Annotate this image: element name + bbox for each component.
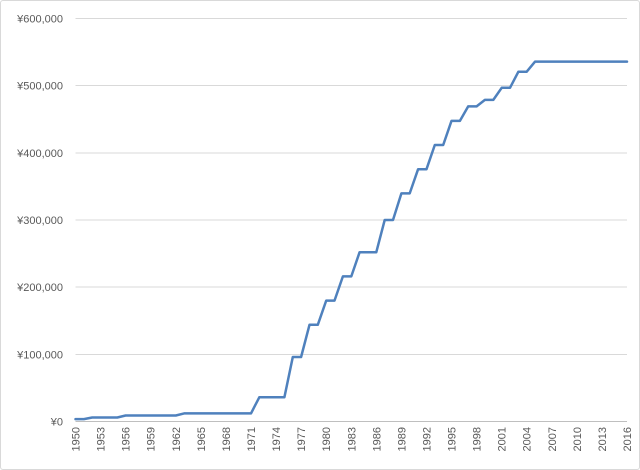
x-axis-tick-label: 1971 bbox=[246, 427, 258, 451]
x-axis-tick-label: 1968 bbox=[221, 427, 233, 451]
x-axis-tick-label: 1977 bbox=[296, 427, 308, 451]
x-axis-tick-label: 2001 bbox=[497, 427, 509, 451]
x-axis-tick-label: 1995 bbox=[447, 427, 459, 451]
y-axis-tick-label: ¥600,000 bbox=[16, 14, 63, 26]
x-axis-tick-label: 1953 bbox=[96, 427, 108, 451]
x-axis-tick-label: 1986 bbox=[371, 427, 383, 451]
x-axis-tick-label: 2010 bbox=[572, 427, 584, 451]
x-axis-tick-label: 1998 bbox=[472, 427, 484, 451]
x-axis-tick-label: 2013 bbox=[597, 427, 609, 451]
y-axis-tick-label: ¥400,000 bbox=[16, 148, 63, 160]
data-series-line bbox=[74, 60, 629, 421]
y-axis-tick-label: ¥300,000 bbox=[16, 215, 63, 227]
y-axis-tick-label: ¥100,000 bbox=[16, 349, 63, 361]
x-axis-tick-label: 1959 bbox=[146, 427, 158, 451]
x-axis-tick-label: 2007 bbox=[547, 427, 559, 451]
y-axis-tick-label: ¥500,000 bbox=[16, 81, 63, 93]
x-axis-tick-label: 1983 bbox=[346, 427, 358, 451]
x-axis-tick-label: 2016 bbox=[622, 427, 634, 451]
x-axis-tick-label: 2004 bbox=[522, 427, 534, 451]
x-axis-tick-label: 1950 bbox=[71, 427, 83, 451]
y-axis-tick-label: ¥0 bbox=[50, 417, 63, 429]
x-axis-tick-label: 1992 bbox=[421, 427, 433, 451]
x-axis-tick-label: 1974 bbox=[271, 427, 283, 451]
x-axis-tick-label: 1956 bbox=[121, 427, 133, 451]
x-axis-tick-label: 1962 bbox=[171, 427, 183, 451]
x-axis-tick-label: 1965 bbox=[196, 427, 208, 451]
y-axis-tick-label: ¥200,000 bbox=[16, 282, 63, 294]
x-axis-tick-label: 1989 bbox=[396, 427, 408, 451]
x-axis-tick-label: 1980 bbox=[321, 427, 333, 451]
